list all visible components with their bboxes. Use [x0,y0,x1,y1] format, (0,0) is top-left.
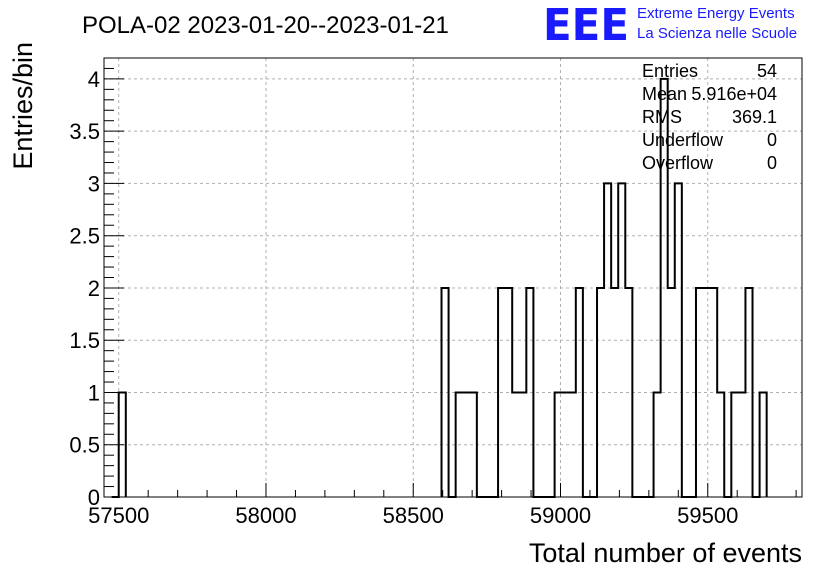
x-tick-label: 57500 [88,503,149,528]
stats-value: 5.916e+04 [691,84,777,104]
y-tick-label: 1.5 [69,328,100,353]
logo-line-1: Extreme Energy Events [637,5,795,22]
x-tick-label: 58500 [383,503,444,528]
x-tick-labels: 57500 58000 58500 59000 59500 [88,503,738,528]
stats-label: Overflow [642,153,714,173]
y-tick-label: 3 [88,171,100,196]
y-tick-labels: 0 0.5 1 1.5 2 2.5 3 3.5 4 [69,67,100,510]
x-tick-label: 58000 [235,503,296,528]
stats-value: 54 [757,61,777,81]
stats-label: Underflow [642,130,724,150]
stats-value: 369.1 [732,107,777,127]
logo-mark: EEE [543,0,629,51]
y-tick-label: 2 [88,276,100,301]
y-tick-label: 2.5 [69,224,100,249]
y-tick-label: 3.5 [69,119,100,144]
y-tick-label: 0 [88,485,100,510]
logo-line-2: La Scienza nelle Scuole [637,25,797,42]
x-tick-label: 59000 [530,503,591,528]
eee-logo: EEE Extreme Energy Events La Scienza nel… [543,0,797,51]
chart-title: POLA-02 2023-01-20--2023-01-21 [82,12,449,39]
stats-label: Entries [642,61,698,81]
y-tick-label: 1 [88,380,100,405]
x-tick-label: 59500 [677,503,738,528]
y-tick-label: 0.5 [69,433,100,458]
stats-label: RMS [642,107,682,127]
y-axis-label: Entries/bin [8,42,38,170]
stats-box: Entries 54 Mean 5.916e+04 RMS 369.1 Underflow 0… [642,61,777,173]
stats-value: 0 [767,130,777,150]
stats-value: 0 [767,153,777,173]
y-tick-label: 4 [88,67,100,92]
axis-ticks [104,67,797,498]
x-axis-label: Total number of events [529,538,802,568]
stats-label: Mean [642,84,687,104]
